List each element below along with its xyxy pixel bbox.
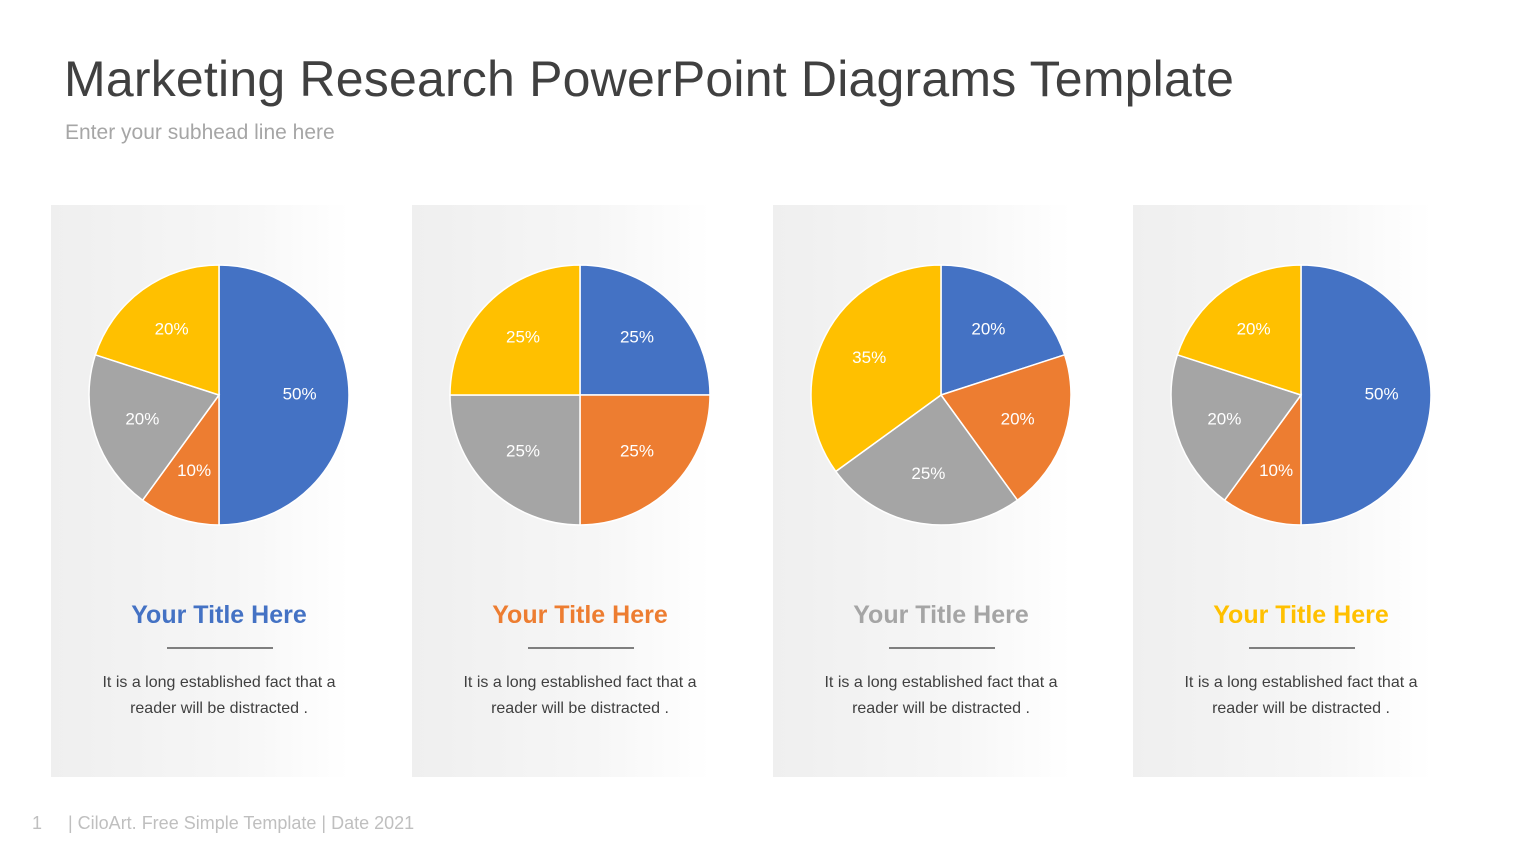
pie-slice [940, 264, 1066, 397]
pie-slice [449, 264, 581, 396]
description-line-2: reader will be distracted . [130, 700, 308, 717]
slice-label: 25% [620, 441, 654, 460]
page-number: 1 [32, 813, 43, 833]
pie-slice [94, 264, 220, 397]
divider [528, 647, 634, 649]
pie-slice [1170, 353, 1303, 502]
divider [889, 647, 995, 649]
pie-chart-4: 50% 10% 20% 20% [1170, 264, 1432, 526]
card-1: 50% 10% 20% 20% Your Title Here It is a lon… [51, 205, 350, 777]
card-2: 25% 25% 25% 25% Your Title Here It is a lon… [412, 205, 711, 777]
slice-label: 50% [1365, 384, 1399, 403]
slice-label: 20% [155, 319, 189, 338]
card-title: Your Title Here [1213, 601, 1389, 629]
card-description: It is a long established fact that a rea… [71, 670, 367, 722]
pie-slice [88, 353, 221, 502]
slice-label: 25% [911, 464, 945, 483]
card-4: 50% 10% 20% 20% Your Title Here It is a lon… [1133, 205, 1432, 777]
description-line-2: reader will be distracted . [1212, 700, 1390, 717]
card-description: It is a long established fact that a rea… [1153, 670, 1449, 722]
pie-slice [449, 394, 581, 526]
card-description: It is a long established fact that a rea… [793, 670, 1089, 722]
slide-footer: 1 | CiloArt. Free Simple Template | Date … [32, 812, 414, 834]
pie-slice [218, 264, 350, 526]
description-line-1: It is a long established fact that a [824, 674, 1058, 691]
footer-text: | CiloArt. Free Simple Template | Date 2… [68, 813, 415, 833]
card-3: 20% 20% 25% 35% Your Title Here It is a lon… [773, 205, 1072, 777]
pie-slice [579, 394, 711, 526]
divider [167, 647, 273, 649]
description-line-2: reader will be distracted . [852, 700, 1030, 717]
description-line-2: reader will be distracted . [491, 700, 669, 717]
card-title: Your Title Here [853, 601, 1029, 629]
pie-slice [810, 264, 942, 473]
pie-chart-2: 25% 25% 25% 25% [449, 264, 711, 526]
description-line-1: It is a long established fact that a [102, 674, 336, 691]
slice-label: 20% [971, 319, 1005, 338]
pie-slice [939, 353, 1072, 502]
pie-slice [834, 393, 1019, 526]
description-line-1: It is a long established fact that a [463, 674, 697, 691]
slice-label: 50% [283, 384, 317, 403]
pie-chart-1: 50% 10% 20% 20% [88, 264, 350, 526]
slice-label: 25% [506, 327, 540, 346]
pie-slice [1176, 264, 1302, 397]
pie-slice [579, 264, 711, 396]
slice-label: 25% [620, 327, 654, 346]
pie-slice [1300, 264, 1432, 526]
slice-label: 35% [852, 348, 886, 367]
slice-label: 20% [1207, 409, 1241, 428]
slice-label: 10% [177, 461, 211, 480]
pie-slice [1223, 392, 1302, 526]
card-title: Your Title Here [492, 601, 668, 629]
slice-label: 10% [1259, 461, 1293, 480]
slice-label: 20% [1237, 319, 1271, 338]
pie-slice [141, 392, 220, 526]
slide-subhead: Enter your subhead line here [65, 121, 335, 144]
slice-label: 20% [125, 409, 159, 428]
card-description: It is a long established fact that a rea… [432, 670, 728, 722]
card-title: Your Title Here [131, 601, 307, 629]
slice-label: 25% [506, 441, 540, 460]
pie-chart-3: 20% 20% 25% 35% [810, 264, 1072, 526]
divider [1249, 647, 1355, 649]
description-line-1: It is a long established fact that a [1184, 674, 1418, 691]
slide-title: Marketing Research PowerPoint Diagrams T… [64, 51, 1235, 107]
slice-label: 20% [1001, 409, 1035, 428]
